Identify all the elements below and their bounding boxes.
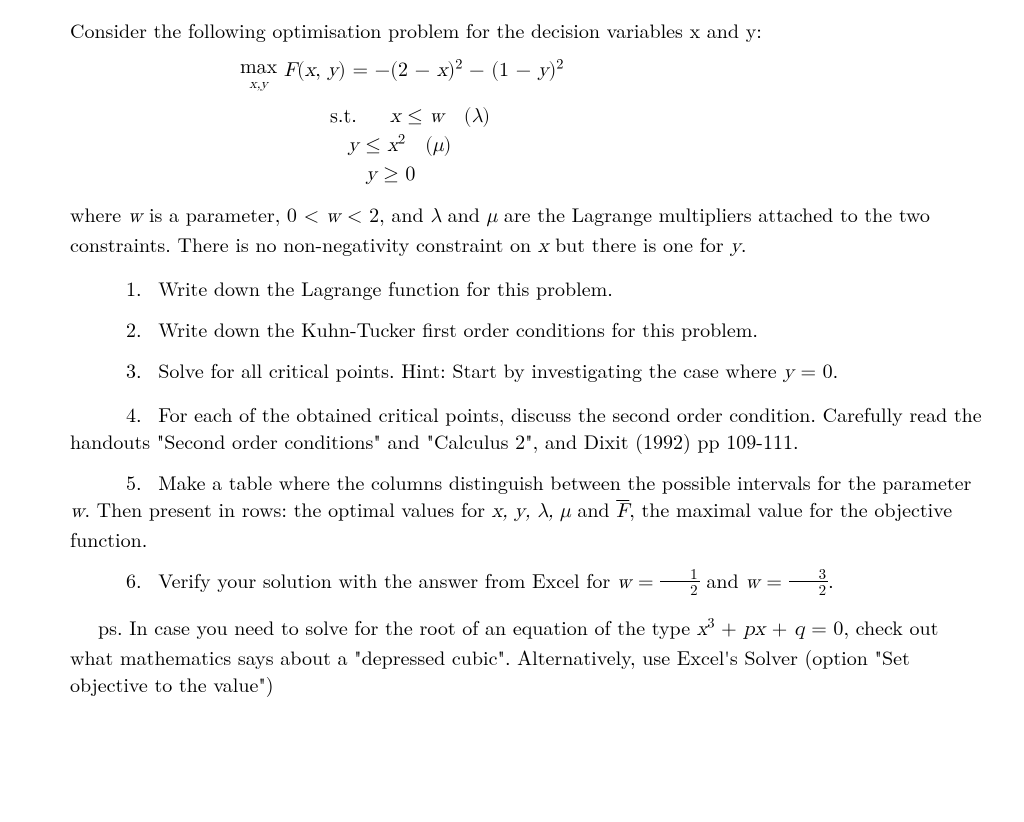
item-6: 6. Verify your solution with the answer … [70, 566, 984, 599]
objective-expression: F [284, 60, 297, 80]
item-5-w: w [70, 501, 84, 521]
st-label: s.t. [330, 106, 357, 126]
where-mu: μ [487, 206, 498, 226]
item-3-text-c: = 0. [794, 355, 838, 384]
ps-paragraph: ps. In case you need to solve for the ro… [70, 613, 984, 697]
objective-line: max x,y F(x, y) = −(2 − x)2 − (1 − y)2 [240, 57, 984, 91]
item-5: 5. Make a table where the columns distin… [70, 468, 984, 552]
item-5-c: . Then present in rows: the optimal valu… [84, 494, 491, 523]
item-5-e: and [571, 494, 617, 523]
where-g: . [741, 229, 747, 258]
where-b: is a parameter, 0 < [142, 199, 326, 228]
item-4-text: For each of the obtained critical points… [70, 399, 982, 455]
item-2: 2. Write down the Kuhn-Tucker first orde… [70, 315, 984, 342]
constraint-2: y ≤ x2 (μ) [330, 132, 984, 159]
where-paragraph: where w is a parameter, 0 < w < 2, and λ… [70, 200, 984, 260]
item-5-F: F [616, 501, 629, 521]
item-6-w2: w [745, 572, 759, 592]
item-4-num: 4. [98, 400, 142, 427]
intro-text: Consider the following optimisation prob… [70, 15, 762, 44]
where-lambda: λ [430, 206, 441, 226]
item-6-h: = [760, 565, 789, 594]
item-6-f: and [700, 565, 746, 594]
item-1: 1. Write down the Lagrange function for … [70, 274, 984, 301]
where-y: y [730, 236, 741, 256]
where-c: < 2, and [340, 199, 430, 228]
constraints-block: s.t. x ≤ w (λ) y ≤ x2 (μ) y ≥ 0 [70, 103, 984, 188]
item-3-text-a: Solve for all critical points. Hint: Sta… [158, 355, 783, 384]
item-2-text: Write down the Kuhn-Tucker first order c… [158, 314, 758, 343]
item-3: 3. Solve for all critical points. Hint: … [70, 356, 984, 386]
intro-paragraph: Consider the following optimisation prob… [70, 16, 984, 43]
item-5-num: 5. [98, 468, 142, 495]
fraction-1-2: 12 [660, 566, 700, 597]
where-f: but there is one for [548, 229, 730, 258]
frac-den-1: 2 [660, 581, 700, 597]
fraction-3-2: 32 [789, 566, 829, 597]
item-6-w1: w [617, 572, 631, 592]
item-6-a: Verify your solution with the answer fro… [158, 565, 617, 594]
ps-eq: x [697, 619, 708, 639]
item-6-c: = [631, 565, 660, 594]
frac-den-2: 2 [789, 581, 829, 597]
ps-a: ps. In case you need to solve for the ro… [98, 612, 697, 641]
objective-equation-block: max x,y F(x, y) = −(2 − x)2 − (1 − y)2 [70, 57, 984, 91]
item-1-num: 1. [98, 274, 142, 301]
item-5-a: Make a table where the columns distingui… [158, 467, 971, 496]
item-6-k: . [828, 565, 834, 594]
st-line: s.t. x ≤ w (λ) [330, 103, 984, 130]
max-subscript: x,y [240, 77, 277, 91]
where-d: and [441, 199, 487, 228]
where-w: w [128, 206, 142, 226]
item-1-text: Write down the Lagrange function for thi… [158, 273, 613, 302]
max-text: max [240, 57, 277, 77]
item-4: 4. For each of the obtained critical poi… [70, 400, 984, 454]
where-x: x [538, 236, 549, 256]
item-6-num: 6. [98, 566, 142, 593]
item-3-num: 3. [98, 356, 142, 383]
item-5-vars: x, y, λ, μ [492, 501, 571, 521]
item-2-num: 2. [98, 315, 142, 342]
where-a: where [70, 199, 128, 228]
item-3-y: y [783, 362, 794, 382]
max-operator: max x,y [240, 57, 277, 91]
constraint-3: y ≥ 0 [330, 161, 984, 188]
where-w2: w [326, 206, 340, 226]
